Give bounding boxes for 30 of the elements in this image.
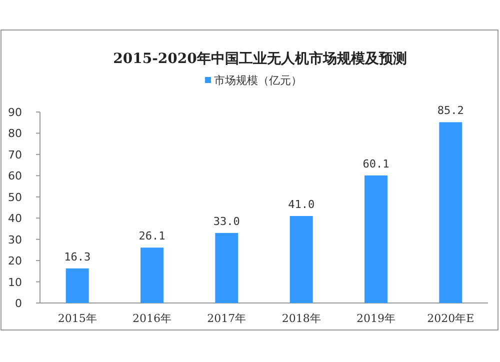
bar xyxy=(290,216,313,303)
x-tick-label: 2019年 xyxy=(356,312,396,325)
bar xyxy=(364,175,388,303)
y-tick-label: 30 xyxy=(8,233,22,246)
bar xyxy=(66,268,89,303)
bar xyxy=(140,248,164,303)
x-tick-label: 2018年 xyxy=(282,312,321,325)
y-tick-label: 50 xyxy=(8,190,22,204)
y-tick-label: 70 xyxy=(8,148,22,162)
text: 16.3 xyxy=(64,250,91,264)
y-tick-label: 80 xyxy=(8,127,22,140)
y-tick-label: 90 xyxy=(8,106,22,119)
chart-title: 2015-2020年中国工业无人机市场规模及预测 xyxy=(113,50,407,67)
text: 26.1 xyxy=(138,230,166,243)
text: 41.0 xyxy=(288,198,315,211)
y-tick-label: 0 xyxy=(15,297,22,310)
x-tick-label: 2016年 xyxy=(132,312,172,325)
bar xyxy=(215,232,238,303)
bar xyxy=(439,122,462,303)
y-tick-label: 60 xyxy=(8,170,22,183)
y-tick-label: 20 xyxy=(8,254,22,268)
x-tick-label: 2020年E xyxy=(427,312,474,325)
text: 33.0 xyxy=(213,214,240,228)
x-tick-label: 2015年 xyxy=(58,312,97,325)
text: 85.2 xyxy=(437,104,464,118)
text: 60.1 xyxy=(362,157,390,170)
y-tick-label: 10 xyxy=(8,276,22,289)
x-tick-label: 2017年 xyxy=(207,312,246,325)
y-tick-label: 40 xyxy=(8,212,22,226)
legend: 市场规模（亿元） xyxy=(205,74,302,87)
